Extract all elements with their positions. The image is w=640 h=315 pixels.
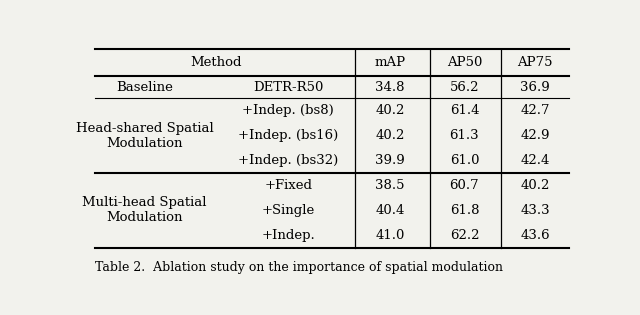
- Text: 41.0: 41.0: [375, 229, 404, 242]
- Text: 40.2: 40.2: [375, 104, 404, 117]
- Text: 61.4: 61.4: [450, 104, 479, 117]
- Text: 36.9: 36.9: [520, 81, 550, 94]
- Text: 39.9: 39.9: [375, 154, 405, 167]
- Text: Baseline: Baseline: [116, 81, 173, 94]
- Text: DETR-R50: DETR-R50: [253, 81, 323, 94]
- Text: Method: Method: [191, 56, 242, 69]
- Text: 38.5: 38.5: [375, 179, 404, 192]
- Text: +Indep. (bs8): +Indep. (bs8): [243, 104, 334, 117]
- Text: Table 2.  Ablation study on the importance of spatial modulation: Table 2. Ablation study on the importanc…: [95, 261, 503, 273]
- Text: +Single: +Single: [262, 204, 315, 217]
- Text: mAP: mAP: [374, 56, 406, 69]
- Text: +Indep. (bs16): +Indep. (bs16): [238, 129, 339, 142]
- Text: 43.6: 43.6: [520, 229, 550, 242]
- Text: 40.2: 40.2: [375, 129, 404, 142]
- Text: 40.4: 40.4: [375, 204, 404, 217]
- Text: +Indep. (bs32): +Indep. (bs32): [238, 154, 339, 167]
- Text: 42.9: 42.9: [520, 129, 550, 142]
- Text: 56.2: 56.2: [450, 81, 479, 94]
- Text: AP75: AP75: [518, 56, 553, 69]
- Text: 61.3: 61.3: [449, 129, 479, 142]
- Text: Head-shared Spatial
Modulation: Head-shared Spatial Modulation: [76, 122, 213, 150]
- Text: 42.7: 42.7: [520, 104, 550, 117]
- Text: 42.4: 42.4: [521, 154, 550, 167]
- Text: 60.7: 60.7: [449, 179, 479, 192]
- Text: Multi-head Spatial
Modulation: Multi-head Spatial Modulation: [82, 196, 207, 224]
- Text: AP50: AP50: [447, 56, 482, 69]
- Text: 62.2: 62.2: [450, 229, 479, 242]
- Text: +Indep.: +Indep.: [262, 229, 315, 242]
- Text: 40.2: 40.2: [521, 179, 550, 192]
- Text: 61.0: 61.0: [450, 154, 479, 167]
- Text: 43.3: 43.3: [520, 204, 550, 217]
- Text: +Fixed: +Fixed: [264, 179, 312, 192]
- Text: 61.8: 61.8: [450, 204, 479, 217]
- Text: 34.8: 34.8: [375, 81, 404, 94]
